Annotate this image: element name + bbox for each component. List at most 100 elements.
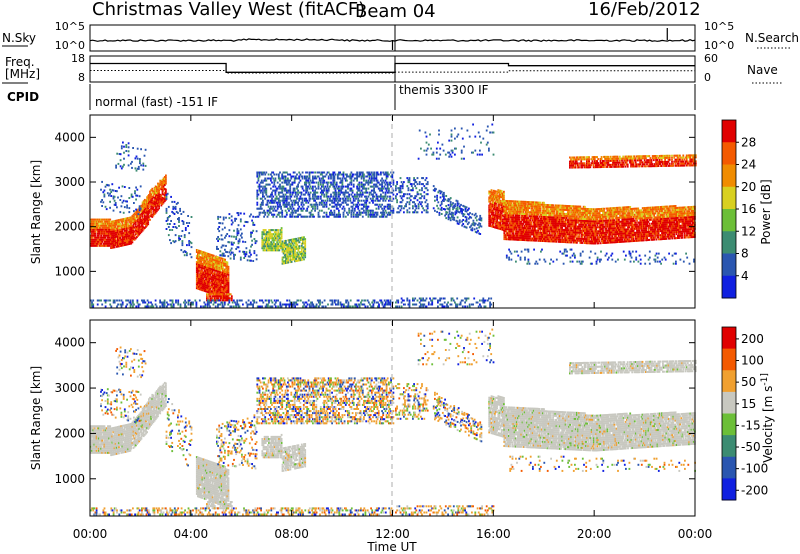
- echo-cell: [114, 231, 117, 234]
- echo-cell: [133, 303, 135, 306]
- echo-cell: [104, 240, 107, 243]
- echo-cell: [224, 286, 226, 289]
- echo-cell: [395, 189, 397, 192]
- echo-cell: [284, 175, 287, 178]
- echo-cell: [376, 179, 379, 182]
- echo-cell: [431, 299, 434, 302]
- echo-cell: [101, 205, 103, 207]
- echo-cell: [145, 215, 147, 218]
- echo-cell: [110, 305, 113, 308]
- echo-cell: [204, 284, 207, 287]
- echo-cell: [178, 219, 180, 221]
- echo-cell: [126, 200, 128, 203]
- echo-cell: [284, 171, 287, 174]
- echo-cell: [259, 181, 262, 184]
- echo-cell: [94, 226, 97, 229]
- echo-cell: [199, 274, 202, 277]
- echo-cell: [447, 204, 450, 207]
- echo-cell: [120, 234, 123, 237]
- echo-cell: [149, 208, 151, 211]
- echo-cell: [369, 211, 372, 214]
- echo-cell: [356, 171, 358, 174]
- echo-cell: [456, 206, 459, 209]
- echo-cell: [122, 232, 125, 235]
- echo-cell: [219, 279, 222, 282]
- echo-cell: [179, 305, 182, 308]
- echo-cell: [207, 293, 209, 296]
- echo-cell: [113, 195, 116, 198]
- echo-cell: [415, 205, 418, 208]
- echo-cell: [139, 158, 141, 161]
- echo-cell: [133, 214, 136, 217]
- echo-cell: [154, 199, 157, 202]
- echo-cell: [389, 299, 392, 302]
- echo-cell: [92, 220, 95, 223]
- echo-cell: [406, 193, 409, 196]
- echo-cell: [350, 211, 353, 214]
- echo-cell: [495, 202, 497, 205]
- echo-cell: [153, 196, 156, 199]
- echo-cell: [296, 251, 299, 254]
- echo-cell: [426, 183, 429, 186]
- echo-cell: [322, 205, 324, 208]
- echo-cell: [225, 261, 228, 264]
- echo-cell: [104, 238, 107, 241]
- echo-cell: [212, 258, 215, 261]
- echo-cell: [332, 191, 335, 194]
- echo-cell: [518, 214, 520, 217]
- echo-cell: [366, 191, 369, 194]
- echo-cell: [188, 244, 191, 247]
- echo-cell: [342, 215, 345, 218]
- echo-cell: [336, 175, 339, 178]
- echo-cell: [312, 171, 314, 174]
- echo-cell: [137, 222, 139, 225]
- echo-cell: [291, 205, 294, 208]
- echo-cell: [332, 179, 335, 182]
- echo-cell: [329, 197, 331, 200]
- echo-cell: [198, 277, 200, 280]
- echo-cell: [184, 227, 187, 229]
- echo-cell: [139, 232, 142, 235]
- echo-cell: [123, 240, 126, 242]
- echo-cell: [221, 228, 224, 231]
- echo-cell: [382, 191, 385, 194]
- echo-cell: [262, 301, 265, 304]
- echo-cell: [206, 254, 208, 257]
- echo-cell: [370, 171, 373, 174]
- echo-cell: [247, 299, 250, 302]
- echo-cell: [220, 275, 223, 278]
- echo-cell: [108, 228, 110, 231]
- echo-cell: [327, 187, 330, 190]
- echo-cell: [464, 301, 466, 304]
- echo-cell: [315, 201, 318, 204]
- echo-cell: [518, 216, 520, 219]
- echo-cell: [258, 189, 261, 192]
- echo-cell: [145, 205, 147, 208]
- echo-cell: [94, 222, 97, 225]
- echo-cell: [341, 181, 344, 184]
- echo-cell: [91, 240, 93, 243]
- echo-cell: [120, 228, 123, 231]
- echo-cell: [480, 225, 483, 228]
- echo-cell: [333, 209, 336, 212]
- echo-cell: [276, 187, 279, 190]
- echo-cell: [479, 214, 482, 217]
- echo-cell: [212, 281, 215, 283]
- echo-cell: [290, 177, 293, 180]
- echo-cell: [359, 173, 362, 176]
- echo-cell: [212, 274, 215, 277]
- echo-cell: [211, 254, 214, 257]
- echo-cell: [308, 197, 311, 200]
- echo-cell: [327, 207, 330, 210]
- echo-cell: [197, 257, 199, 260]
- echo-cell: [131, 219, 134, 222]
- echo-cell: [357, 213, 360, 216]
- echo-cell: [110, 191, 113, 193]
- echo-cell: [122, 218, 125, 221]
- echo-cell: [292, 211, 295, 214]
- echo-cell: [322, 191, 324, 194]
- echo-cell: [312, 179, 314, 182]
- echo-cell: [165, 178, 167, 181]
- echo-cell: [200, 278, 203, 281]
- echo-cell: [412, 207, 414, 210]
